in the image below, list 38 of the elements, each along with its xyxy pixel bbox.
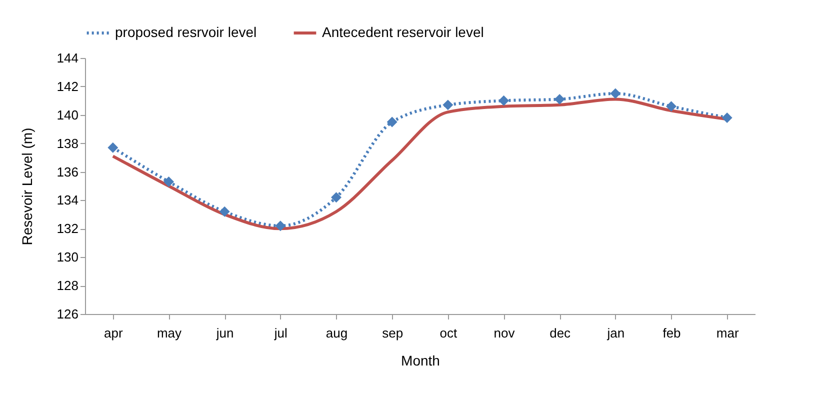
x-tick-label: mar <box>716 326 740 340</box>
point <box>442 100 454 110</box>
point <box>722 112 732 123</box>
point <box>164 176 174 187</box>
x-tick-label: jun <box>215 326 234 340</box>
y-tick-label: 138 <box>56 136 78 151</box>
x-tick-label: sep <box>382 326 404 340</box>
point <box>331 192 342 203</box>
x-tick-label: oct <box>440 326 458 340</box>
point <box>554 94 565 104</box>
y-tick-label: 128 <box>56 278 78 294</box>
x-tick-label: dec <box>550 326 572 340</box>
x-tick-label: jan <box>606 326 625 340</box>
point <box>498 95 509 106</box>
y-tick-label: 132 <box>56 221 78 236</box>
y-tick-label: 130 <box>56 250 78 265</box>
point <box>219 206 230 217</box>
y-tick-label: 126 <box>56 306 78 322</box>
point <box>610 88 621 99</box>
x-tick-label: apr <box>104 326 124 340</box>
y-tick-label: 140 <box>56 107 78 122</box>
y-tick-label: 134 <box>56 192 78 208</box>
y-tick-label: 142 <box>56 78 78 94</box>
y-axis-title: Resevoir Level (m) <box>18 128 35 246</box>
x-tick-label: nov <box>494 326 516 340</box>
point <box>666 101 676 112</box>
x-tick-label: feb <box>662 326 681 340</box>
point <box>386 116 398 128</box>
point <box>275 220 286 232</box>
legend-label: proposed resrvoir level <box>115 24 257 40</box>
y-tick-label: 136 <box>56 164 78 180</box>
y-tick-label: 144 <box>56 50 78 66</box>
legend-label: Antecedent reservoir level <box>322 24 484 40</box>
point <box>108 142 118 153</box>
x-tick-label: aug <box>326 326 348 340</box>
x-tick-label: jul <box>273 326 288 340</box>
x-axis-title: Month <box>401 352 440 368</box>
x-tick-label: may <box>156 326 182 340</box>
